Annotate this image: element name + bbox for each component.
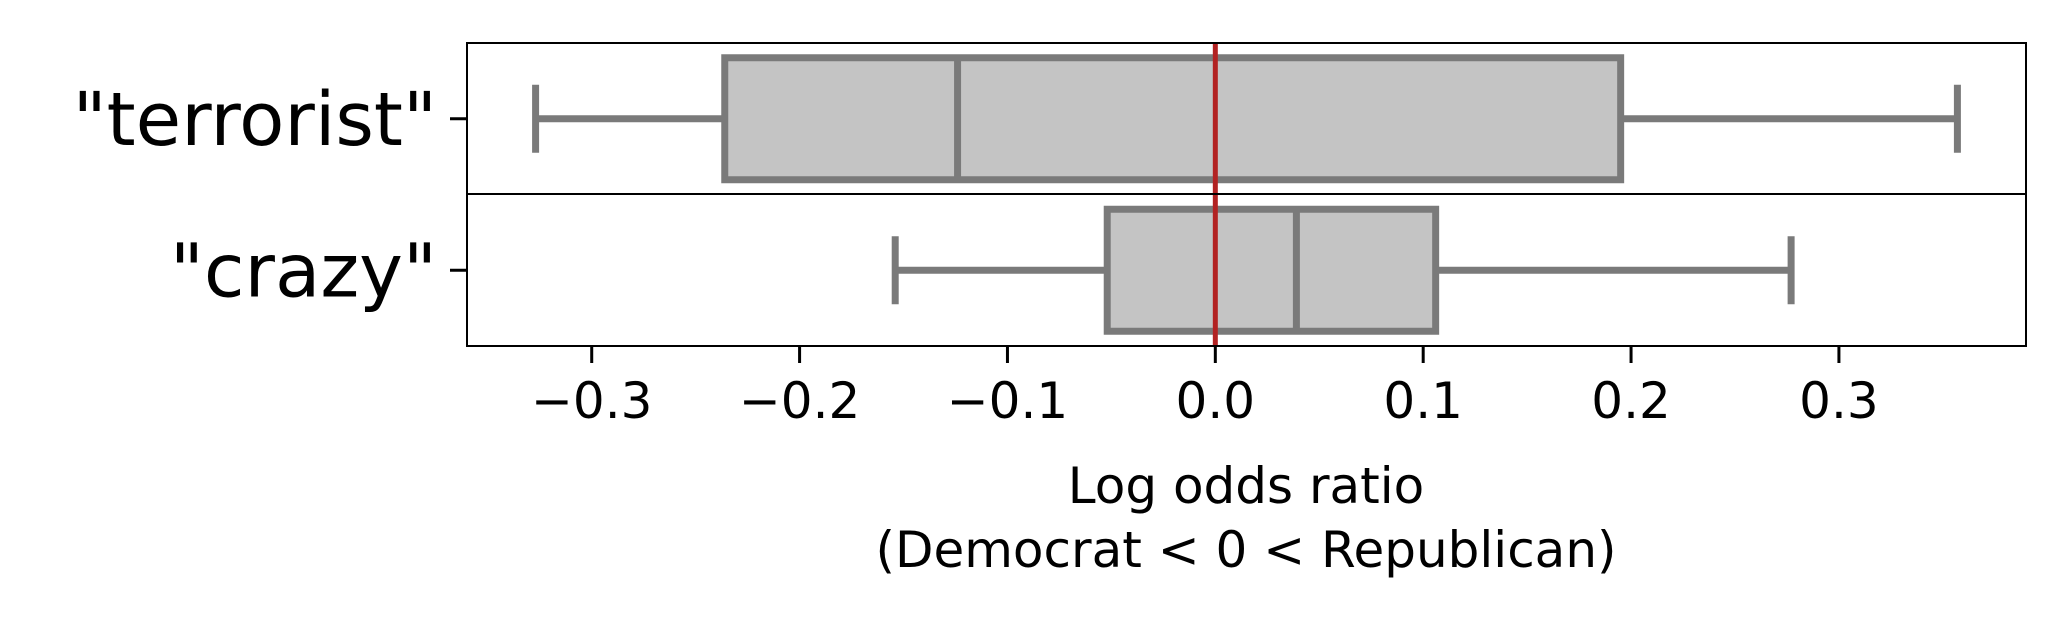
x-axis-label-line1: Log odds ratio	[1068, 457, 1425, 515]
x-axis-ticks: −0.3 −0.2 −0.1 0.0 0.1 0.2 0.3	[531, 346, 1879, 430]
y-axis-ticks: "terrorist" "crazy"	[73, 77, 467, 314]
x-tick-label: 0.0	[1176, 372, 1256, 430]
category-label: "crazy"	[170, 228, 437, 314]
iqr-box	[1103, 205, 1440, 335]
x-tick-label: 0.1	[1383, 372, 1463, 430]
category-label: "terrorist"	[73, 77, 437, 163]
box-group	[532, 54, 1961, 184]
x-tick-label: 0.2	[1591, 372, 1671, 430]
iqr-box	[721, 54, 1625, 184]
boxes-layer	[532, 54, 1961, 335]
box-group	[891, 205, 1795, 335]
x-tick-label: −0.3	[531, 372, 652, 430]
x-tick-label: −0.1	[947, 372, 1068, 430]
x-tick-label: −0.2	[739, 372, 860, 430]
x-axis-label-line2: (Democrat < 0 < Republican)	[875, 521, 1616, 579]
x-tick-label: 0.3	[1799, 372, 1879, 430]
